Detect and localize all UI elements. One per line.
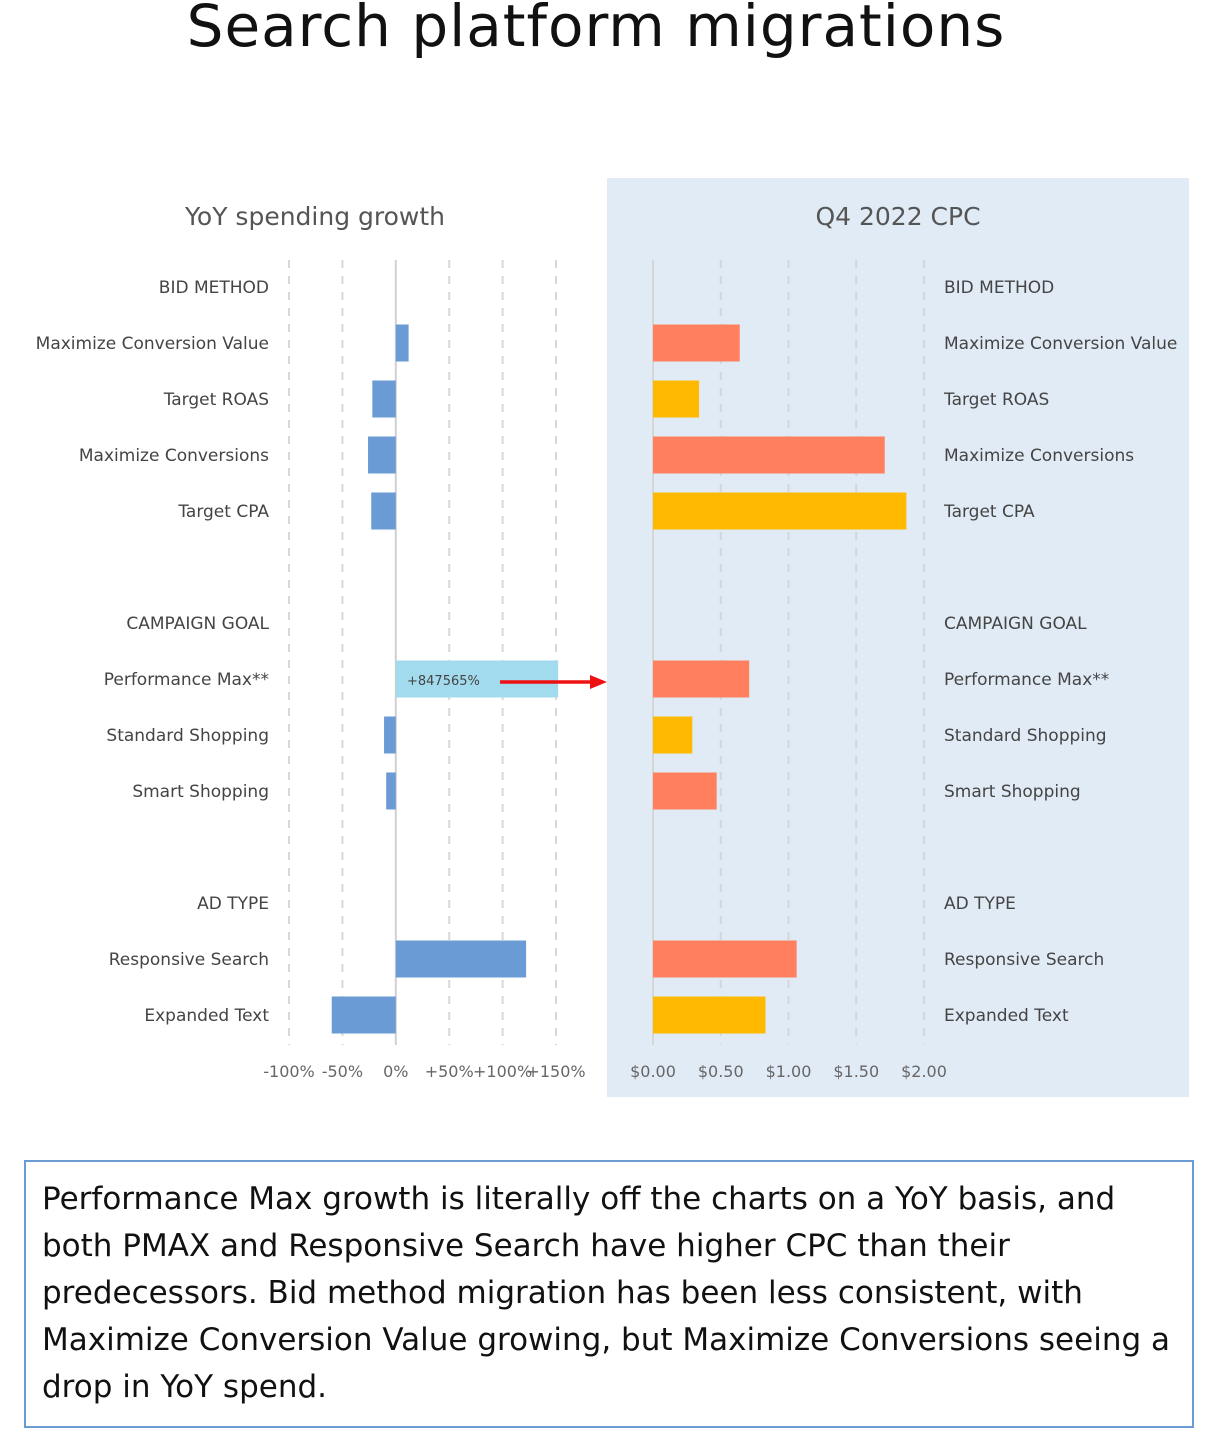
growth-chart-title: YoY spending growth (184, 202, 445, 231)
bar (653, 436, 885, 474)
bar (386, 772, 396, 810)
bar (368, 436, 396, 474)
bar (384, 716, 396, 754)
growth-chart: -100% -50% 0% +50% +100%+150% BID METHOD Maxim… (36, 260, 607, 1081)
category-label: Performance Max** (944, 670, 1109, 690)
category-label: Maximize Conversion Value (944, 334, 1177, 354)
cpc-chart: $0.00 $0.50 $1.00 $1.50 $2.00 BID METHOD Maxim… (630, 260, 1177, 1081)
bar (395, 324, 409, 362)
x-tick-label: $1.00 (766, 1062, 812, 1081)
section-header: CAMPAIGN GOAL (944, 614, 1087, 634)
category-label: Maximize Conversion Value (36, 334, 269, 354)
bar-annotation: +847565% (407, 674, 480, 689)
bar (372, 380, 396, 418)
section-header: BID METHOD (159, 278, 269, 298)
bar (653, 996, 766, 1034)
bar (371, 492, 396, 530)
section-header: AD TYPE (944, 894, 1016, 914)
x-tick-label: +50% (425, 1062, 474, 1081)
bar (331, 996, 396, 1034)
category-label: Maximize Conversions (944, 446, 1134, 466)
category-label: Responsive Search (944, 950, 1104, 970)
section-header: BID METHOD (944, 278, 1054, 298)
category-label: Target CPA (943, 502, 1035, 522)
x-tick-label: +100% (473, 1062, 532, 1081)
bar (653, 492, 907, 530)
x-tick-label: $0.50 (698, 1062, 744, 1081)
bar (395, 940, 527, 978)
x-tick-label: +150% (526, 1062, 585, 1081)
bar (395, 660, 559, 698)
category-label: Target ROAS (163, 390, 269, 410)
x-tick-label: -50% (322, 1062, 363, 1081)
arrow-head-icon (590, 675, 607, 689)
bar (653, 380, 700, 418)
category-label: Performance Max** (104, 670, 269, 690)
category-label: Standard Shopping (106, 726, 269, 746)
bar (653, 716, 693, 754)
category-label: Smart Shopping (132, 782, 269, 802)
category-label: Responsive Search (109, 950, 269, 970)
summary-note: Performance Max growth is literally off … (24, 1160, 1194, 1428)
bar (653, 324, 740, 362)
charts: YoY spending growth Q4 2022 CPC -100% -50… (36, 178, 1189, 1097)
page-title: Search platform migrations (186, 0, 1006, 60)
category-label: Smart Shopping (944, 782, 1081, 802)
category-label: Standard Shopping (944, 726, 1107, 746)
x-tick-label: $2.00 (901, 1062, 947, 1081)
category-label: Target ROAS (943, 390, 1049, 410)
section-header: CAMPAIGN GOAL (126, 614, 269, 634)
category-label: Maximize Conversions (79, 446, 269, 466)
x-tick-label: 0% (383, 1062, 408, 1081)
x-tick-label: $1.50 (833, 1062, 879, 1081)
cpc-chart-title: Q4 2022 CPC (815, 202, 980, 231)
category-label: Expanded Text (144, 1006, 269, 1026)
bar (653, 940, 797, 978)
bar (653, 660, 750, 698)
category-label: Target CPA (177, 502, 269, 522)
bar (653, 772, 717, 810)
x-tick-label: $0.00 (630, 1062, 676, 1081)
x-tick-label: -100% (263, 1062, 315, 1081)
category-label: Expanded Text (944, 1006, 1069, 1026)
section-header: AD TYPE (197, 894, 269, 914)
